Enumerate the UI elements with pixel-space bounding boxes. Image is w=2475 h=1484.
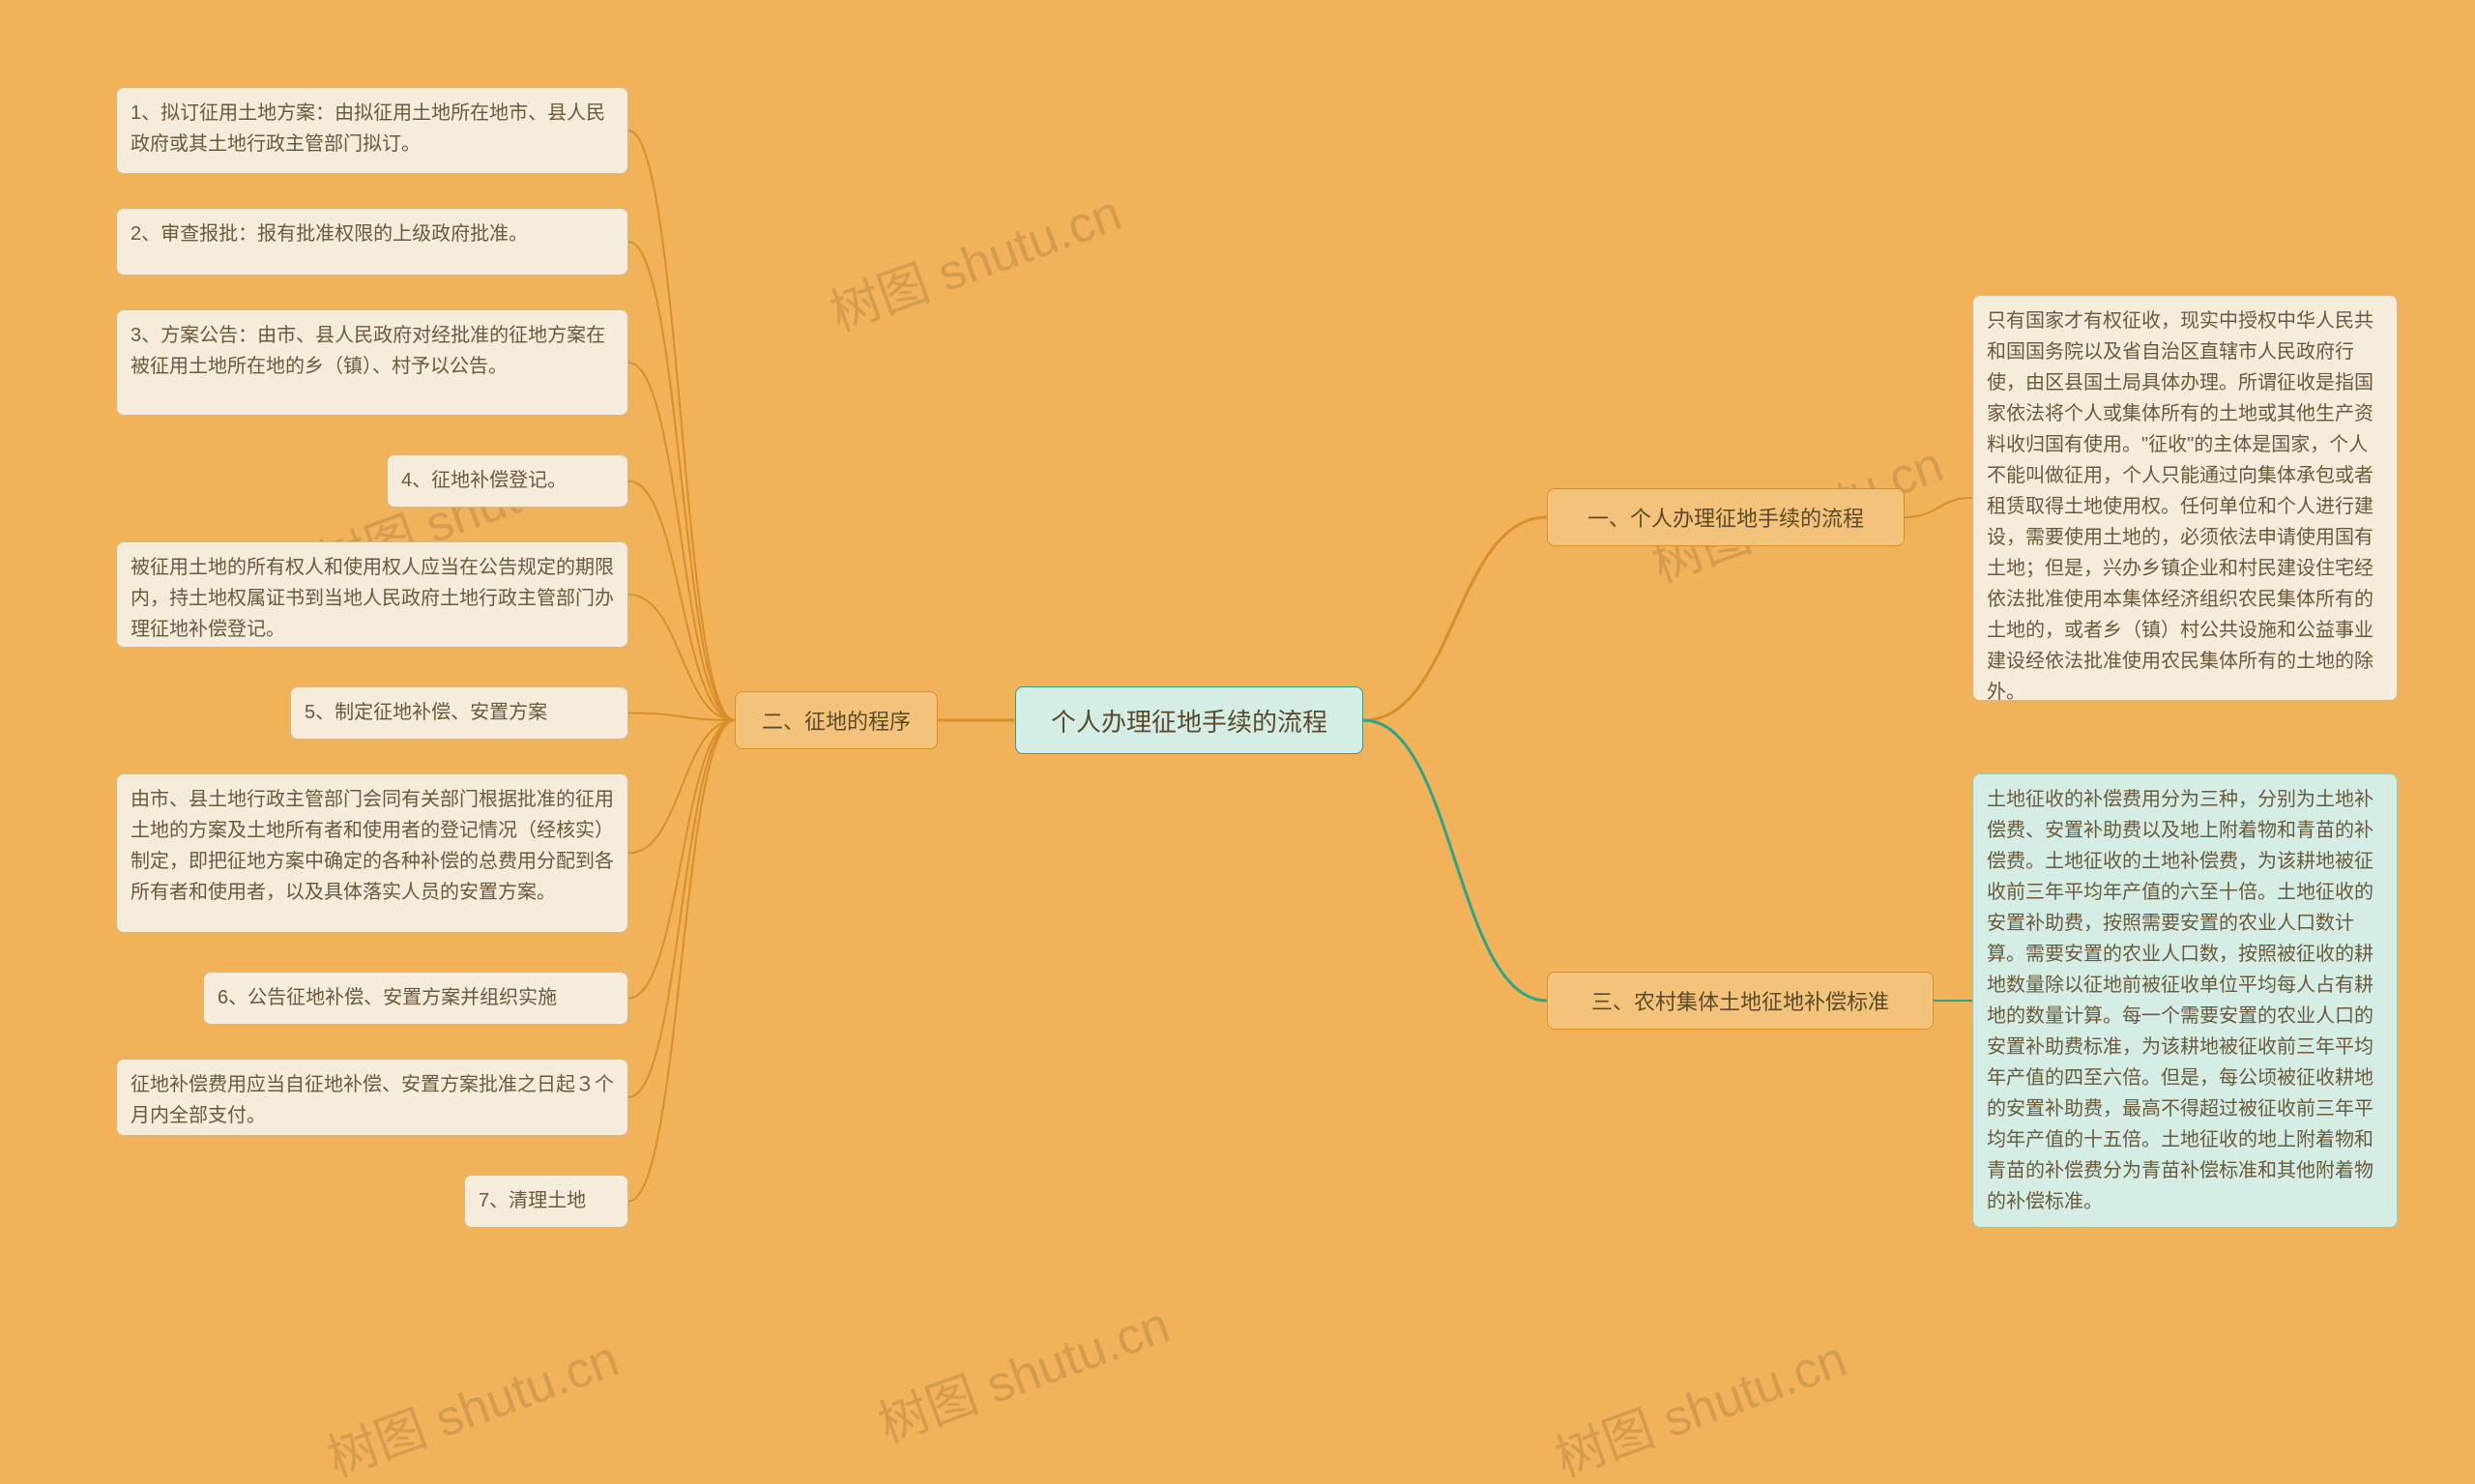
branch-node-right-2[interactable]: 三、农村集体土地征地补偿标准 xyxy=(1547,972,1934,1030)
leaf-node-left-1[interactable]: 1、拟订征用土地方案：由拟征用土地所在地市、县人民政府或其土地行政主管部门拟订。 xyxy=(116,87,628,174)
watermark: 树图 shutu.cn xyxy=(316,1318,627,1484)
leaf-node-left-10[interactable]: 7、清理土地 xyxy=(464,1175,628,1228)
leaf-node-left-9[interactable]: 征地补偿费用应当自征地补偿、安置方案批准之日起３个月内全部支付。 xyxy=(116,1059,628,1136)
leaf-node-right-2[interactable]: 土地征收的补偿费用分为三种，分别为土地补偿费、安置补助费以及地上附着物和青苗的补… xyxy=(1972,773,2398,1228)
leaf-node-left-5[interactable]: 被征用土地的所有权人和使用权人应当在公告规定的期限内，持土地权属证书到当地人民政… xyxy=(116,541,628,648)
watermark: 树图 shutu.cn xyxy=(1544,1318,1855,1484)
leaf-node-left-4[interactable]: 4、征地补偿登记。 xyxy=(387,454,628,508)
mindmap-canvas: 树图 shutu.cn 树图 shutu.cn 树图 shutu.cn 树图 shut… xyxy=(0,0,2475,1484)
leaf-node-left-8[interactable]: 6、公告征地补偿、安置方案并组织实施 xyxy=(203,972,628,1025)
leaf-node-right-1[interactable]: 只有国家才有权征收，现实中授权中华人民共和国国务院以及省自治区直辖市人民政府行使… xyxy=(1972,295,2398,701)
branch-node-2[interactable]: 二、征地的程序 xyxy=(735,691,938,749)
root-node[interactable]: 个人办理征地手续的流程 xyxy=(1015,686,1363,754)
leaf-node-left-7[interactable]: 由市、县土地行政主管部门会同有关部门根据批准的征用土地的方案及土地所有者和使用者… xyxy=(116,773,628,933)
leaf-node-left-6[interactable]: 5、制定征地补偿、安置方案 xyxy=(290,686,628,740)
watermark: 树图 shutu.cn xyxy=(867,1284,1179,1456)
watermark: 树图 shutu.cn xyxy=(819,172,1130,344)
leaf-node-left-2[interactable]: 2、审查报批：报有批准权限的上级政府批准。 xyxy=(116,208,628,276)
branch-node-right-1[interactable]: 一、个人办理征地手续的流程 xyxy=(1547,488,1905,546)
leaf-node-left-3[interactable]: 3、方案公告：由市、县人民政府对经批准的征地方案在被征用土地所在地的乡（镇）、村… xyxy=(116,309,628,416)
